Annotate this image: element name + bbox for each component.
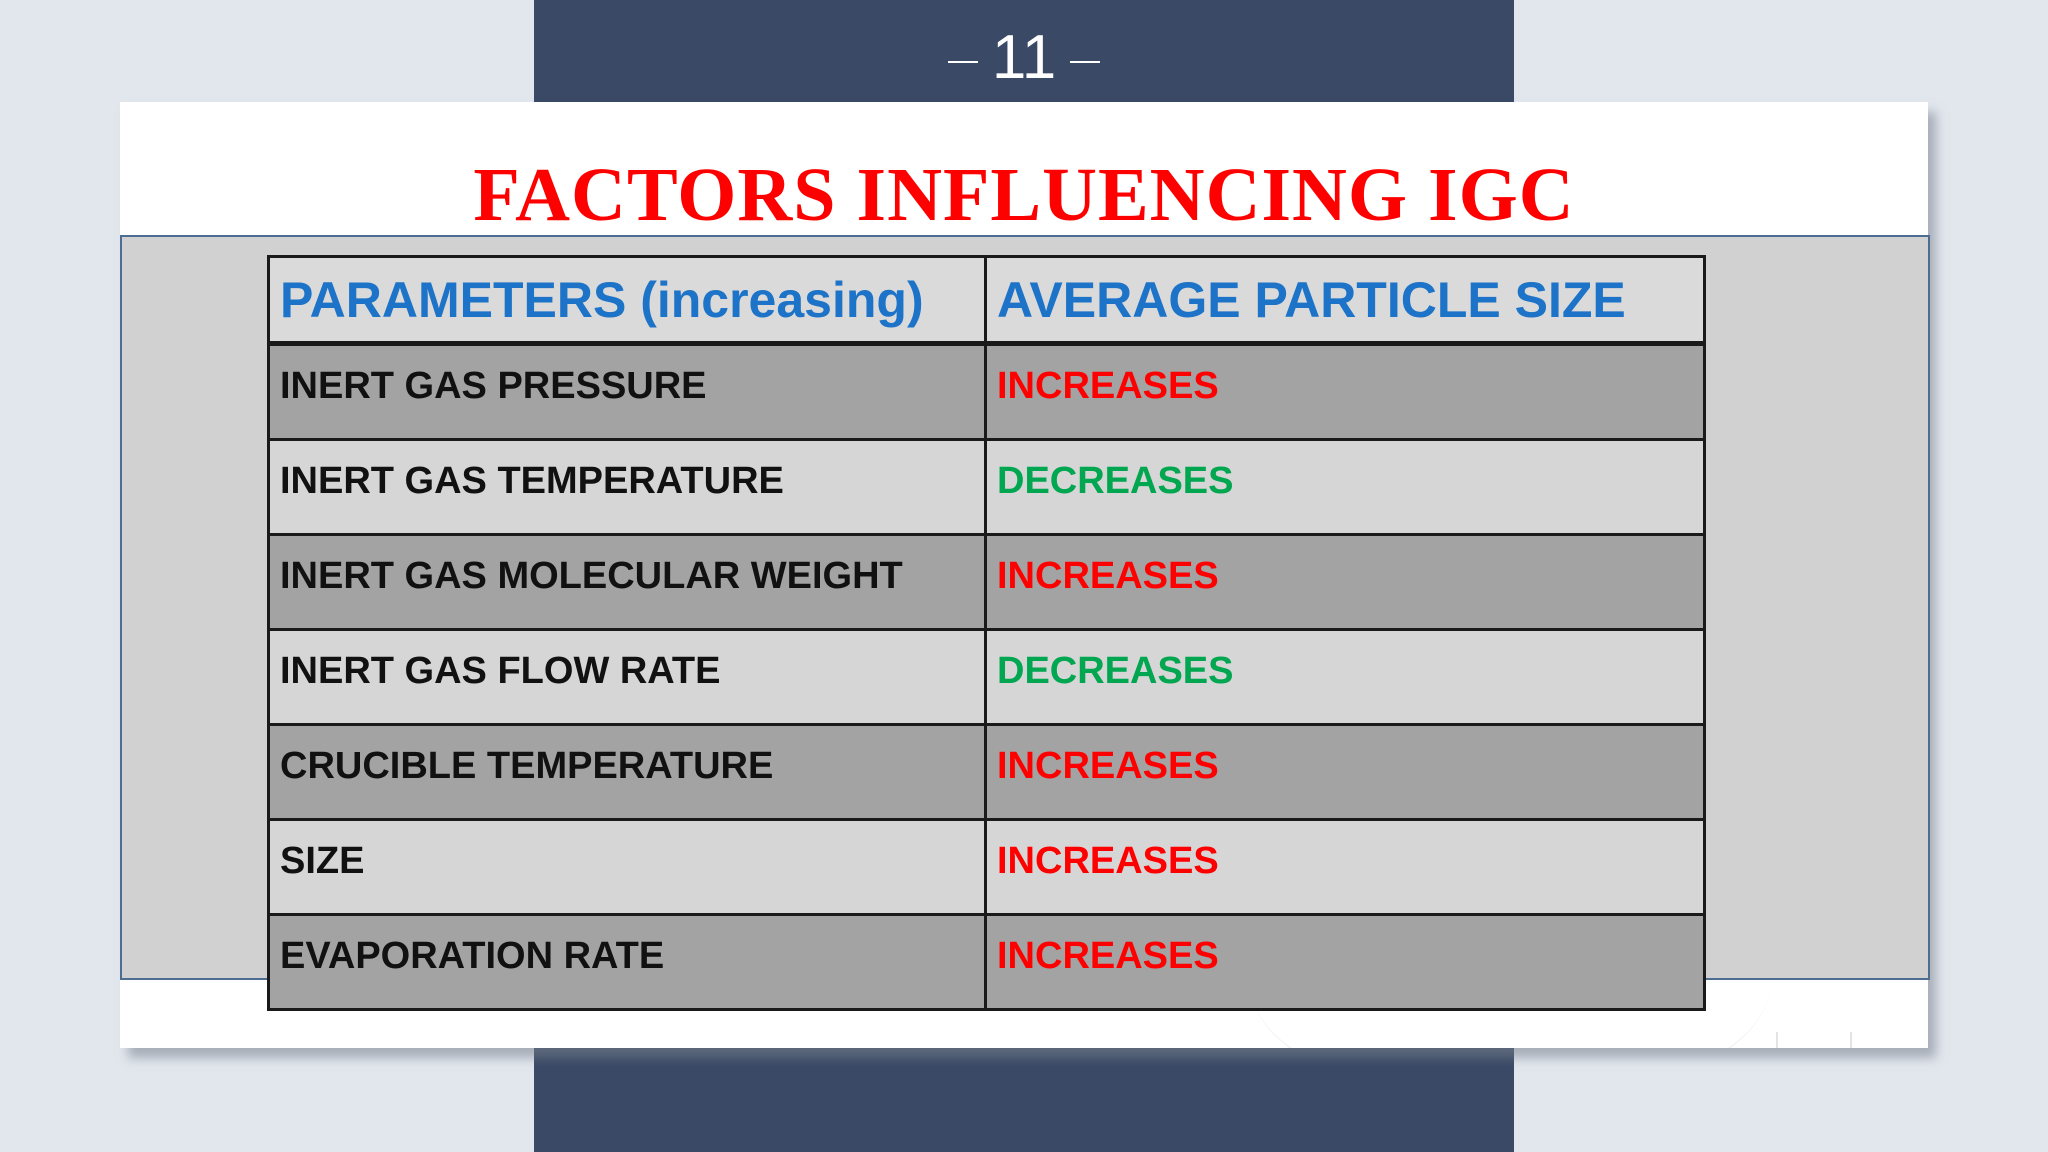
parameter-cell: INERT GAS MOLECULAR WEIGHT	[267, 533, 987, 631]
table-row: INERT GAS MOLECULAR WEIGHT INCREASES	[267, 533, 1706, 631]
decorative-bracket	[1776, 1032, 1852, 1048]
table-row: CRUCIBLE TEMPERATURE INCREASES	[267, 723, 1706, 821]
effect-cell: INCREASES	[984, 342, 1706, 441]
table-header-row: PARAMETERS (increasing) AVERAGE PARTICLE…	[267, 255, 1706, 346]
table-row: EVAPORATION RATE INCREASES	[267, 913, 1706, 1011]
table-row: INERT GAS PRESSURE INCREASES	[267, 342, 1706, 441]
effect-cell: INCREASES	[984, 723, 1706, 821]
slide-title: FACTORS INFLUENCING IGC	[473, 153, 1575, 237]
left-dash	[947, 60, 978, 63]
right-dash	[1070, 60, 1101, 63]
parameter-cell: SIZE	[267, 818, 987, 916]
effect-cell: INCREASES	[984, 913, 1706, 1011]
effect-cell: DECREASES	[984, 438, 1706, 536]
parameter-cell: INERT GAS FLOW RATE	[267, 628, 987, 726]
effect-cell: INCREASES	[984, 533, 1706, 631]
effect-cell: INCREASES	[984, 818, 1706, 916]
header-parameters: PARAMETERS (increasing)	[267, 255, 987, 346]
parameter-cell: INERT GAS TEMPERATURE	[267, 438, 987, 536]
factors-table: PARAMETERS (increasing) AVERAGE PARTICLE…	[267, 255, 1706, 1011]
parameter-cell: CRUCIBLE TEMPERATURE	[267, 723, 987, 821]
table-row: SIZE INCREASES	[267, 818, 1706, 916]
parameter-cell: EVAPORATION RATE	[267, 913, 987, 1011]
table-row: INERT GAS FLOW RATE DECREASES	[267, 628, 1706, 726]
table-row: INERT GAS TEMPERATURE DECREASES	[267, 438, 1706, 536]
effect-cell: DECREASES	[984, 628, 1706, 726]
header-average-particle-size: AVERAGE PARTICLE SIZE	[984, 255, 1706, 346]
top-navy-band	[534, 0, 1514, 110]
page-number-text: 11	[991, 23, 1057, 92]
bottom-navy-band	[534, 1040, 1514, 1152]
parameter-cell: INERT GAS PRESSURE	[267, 342, 987, 441]
page-number: 11	[534, 22, 1514, 94]
